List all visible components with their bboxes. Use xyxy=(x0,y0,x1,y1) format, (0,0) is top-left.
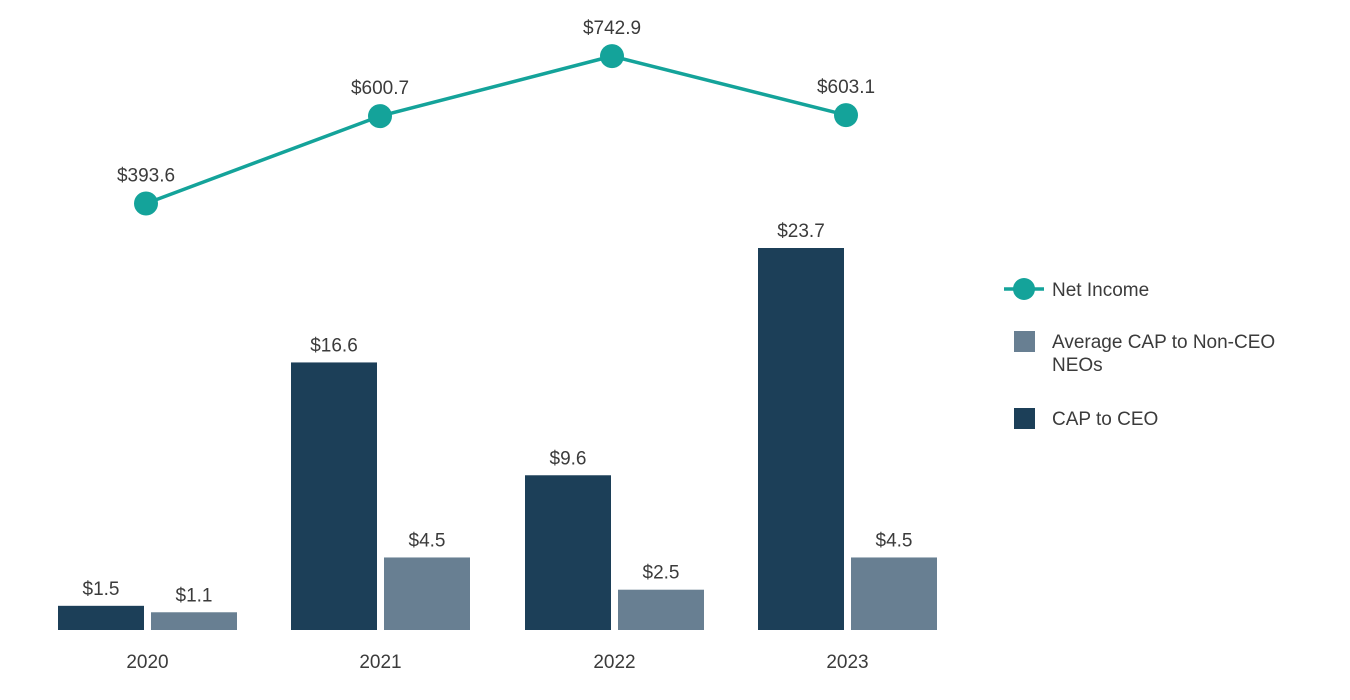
legend-item-cap-to-ceo: CAP to CEO xyxy=(1014,408,1158,430)
data-label-cap-to-ceo-2020: $1.5 xyxy=(83,579,120,600)
bar-cap-to-ceo-2023 xyxy=(758,248,844,630)
legend-swatch xyxy=(1014,331,1035,352)
legend: Net Income Average CAP to Non-CEO NEOs CAP … xyxy=(1004,278,1275,430)
data-label-net-income-2023: $603.1 xyxy=(817,77,875,98)
net-income-line-group: $393.6 $600.7 $742.9 $603.1 xyxy=(117,18,875,216)
legend-label: Net Income xyxy=(1052,280,1149,301)
legend-label-line: Average CAP to Non-CEO xyxy=(1052,332,1275,353)
bar-average-cap-to-non-ceo-neos-2020 xyxy=(151,612,237,630)
bar-cap-to-ceo-2021 xyxy=(291,362,377,630)
data-label-average-cap-to-non-ceo-neos-2020: $1.1 xyxy=(176,585,213,606)
x-tick-label-2023: 2023 xyxy=(826,652,868,673)
net-income-line xyxy=(145,54,847,206)
data-label-net-income-2021: $600.7 xyxy=(351,78,409,99)
legend-swatch-marker xyxy=(1013,278,1035,300)
legend-label-line: NEOs xyxy=(1052,355,1103,376)
data-label-cap-to-ceo-2023: $23.7 xyxy=(777,221,825,242)
bar-average-cap-to-non-ceo-neos-2021 xyxy=(384,557,470,630)
net-income-point-2023 xyxy=(834,103,858,128)
data-label-average-cap-to-non-ceo-neos-2023: $4.5 xyxy=(876,530,913,551)
legend-item-net-income: Net Income xyxy=(1004,278,1149,301)
legend-item-average-cap-to-non-ceo-neos: Average CAP to Non-CEO NEOs xyxy=(1014,331,1275,376)
x-tick-label-2022: 2022 xyxy=(593,652,635,673)
x-tick-label-2020: 2020 xyxy=(126,652,168,673)
x-axis: 2020 2021 2022 2023 xyxy=(126,652,868,673)
data-label-average-cap-to-non-ceo-neos-2022: $2.5 xyxy=(643,563,680,584)
bar-data-labels: $1.5 $1.1 $16.6 $4.5 $9.6 $2.5 $23.7 $4.5 xyxy=(83,221,913,606)
data-label-net-income-2020: $393.6 xyxy=(117,166,175,187)
data-label-cap-to-ceo-2021: $16.6 xyxy=(310,335,358,356)
legend-swatch xyxy=(1014,408,1035,429)
bar-series-group xyxy=(58,248,937,630)
bar-cap-to-ceo-2022 xyxy=(525,475,611,630)
net-income-point-2020 xyxy=(134,191,158,216)
bar-average-cap-to-non-ceo-neos-2023 xyxy=(851,557,937,630)
data-label-average-cap-to-non-ceo-neos-2021: $4.5 xyxy=(409,530,446,551)
x-tick-label-2021: 2021 xyxy=(359,652,401,673)
bar-cap-to-ceo-2020 xyxy=(58,605,144,630)
bar-average-cap-to-non-ceo-neos-2022 xyxy=(618,589,704,630)
legend-label: Average CAP to Non-CEO NEOs xyxy=(1052,332,1275,376)
data-label-net-income-2022: $742.9 xyxy=(583,18,641,39)
data-label-cap-to-ceo-2022: $9.6 xyxy=(550,448,587,469)
legend-label: CAP to CEO xyxy=(1052,409,1158,430)
net-income-point-2022 xyxy=(600,44,624,69)
net-income-point-2021 xyxy=(368,104,392,129)
